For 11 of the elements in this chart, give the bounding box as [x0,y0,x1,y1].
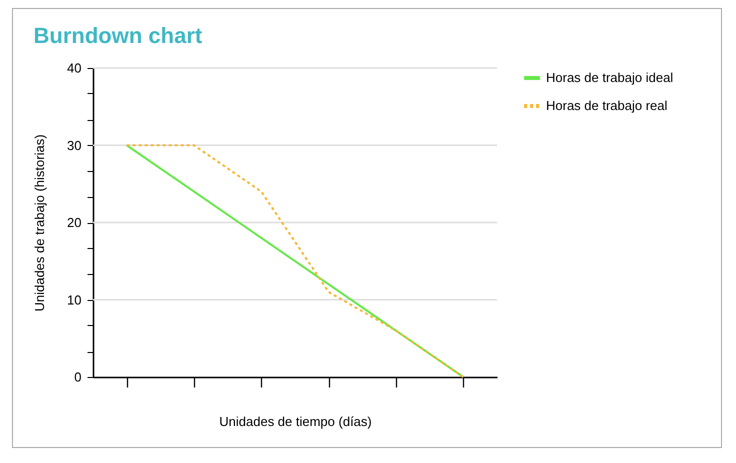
chart-title: Burndown chart [34,23,203,48]
legend-label: Horas de trabajo real [546,98,668,113]
x-axis-title: Unidades de tiempo (días) [219,414,372,430]
y-tick-label: 20 [67,215,82,230]
y-tick-label: 30 [67,138,82,153]
y-tick-label: 0 [74,370,82,384]
y-tick-label: 40 [67,60,82,76]
y-tick-label: 10 [67,292,82,308]
y-axis-title: Unidades de trabajo (historias) [32,134,48,312]
line-series [126,144,464,378]
legend-label: Horas de trabajo ideal [546,70,674,85]
